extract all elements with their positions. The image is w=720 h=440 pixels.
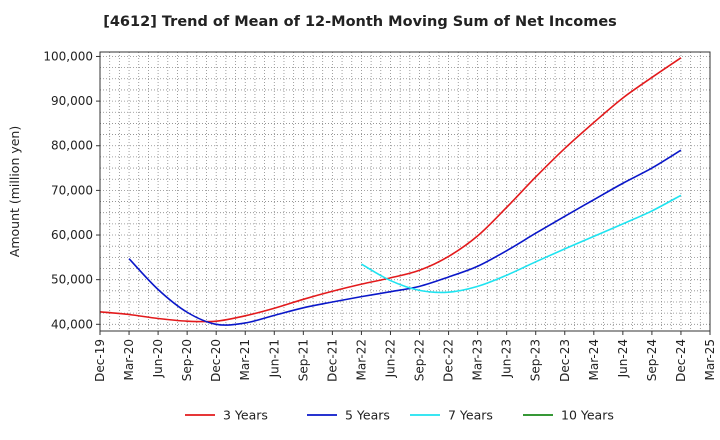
x-tick-label: Dec-20 — [209, 339, 223, 382]
x-tick-label: Mar-25 — [703, 339, 717, 380]
x-tick-label: Mar-22 — [354, 339, 368, 380]
x-tick-label: Jun-21 — [267, 339, 281, 378]
x-tick-label: Dec-21 — [325, 339, 339, 382]
y-tick-label: 40,000 — [51, 317, 93, 331]
y-tick-label: 50,000 — [51, 273, 93, 287]
y-axis-title: Amount (million yen) — [7, 126, 22, 257]
x-tick-label: Jun-23 — [500, 339, 514, 378]
chart-title: [4612] Trend of Mean of 12-Month Moving … — [103, 14, 617, 30]
x-tick-label: Mar-23 — [471, 339, 485, 380]
y-tick-label: 90,000 — [51, 94, 93, 108]
series-lines — [99, 57, 682, 326]
legend: 3 Years 5 Years 7 Years 10 Years — [185, 408, 614, 423]
plot-frame — [99, 51, 711, 332]
x-tick-label: Mar-24 — [587, 339, 601, 380]
x-tick-label: Dec-24 — [674, 339, 688, 382]
x-tick-label: Sep-22 — [413, 339, 427, 381]
x-tick-label: Jun-24 — [616, 339, 630, 378]
y-tick-label: 80,000 — [51, 139, 93, 153]
y-axis: 40,000 50,000 60,000 70,000 80,000 90,000 100,… — [43, 49, 100, 331]
x-tick-label: Mar-20 — [122, 339, 136, 380]
legend-label: 10 Years — [561, 408, 614, 423]
x-tick-label: Sep-20 — [180, 339, 194, 381]
series-line-3-years — [99, 57, 682, 323]
x-tick-label: Dec-19 — [93, 339, 107, 382]
x-tick-label: Sep-23 — [529, 339, 543, 381]
legend-label: 7 Years — [448, 408, 493, 423]
legend-label: 5 Years — [345, 408, 390, 423]
x-tick-label: Jun-22 — [383, 339, 397, 378]
x-tick-label: Dec-23 — [558, 339, 572, 382]
series-line-7-years — [361, 194, 682, 294]
y-tick-label: 70,000 — [51, 183, 93, 197]
x-tick-label: Dec-22 — [442, 339, 456, 382]
x-tick-label: Jun-20 — [151, 339, 165, 378]
x-tick-label: Sep-24 — [645, 339, 659, 381]
y-tick-label: 60,000 — [51, 228, 93, 242]
x-tick-label: Sep-21 — [296, 339, 310, 381]
x-tick-label: Mar-21 — [238, 339, 252, 380]
series-line-5-years — [128, 149, 682, 326]
legend-label: 3 Years — [223, 408, 268, 423]
y-tick-label: 100,000 — [43, 49, 93, 63]
x-axis: Dec-19 Mar-20 Jun-20 Sep-20 Dec-20 Mar-21 Jun-… — [93, 331, 717, 382]
